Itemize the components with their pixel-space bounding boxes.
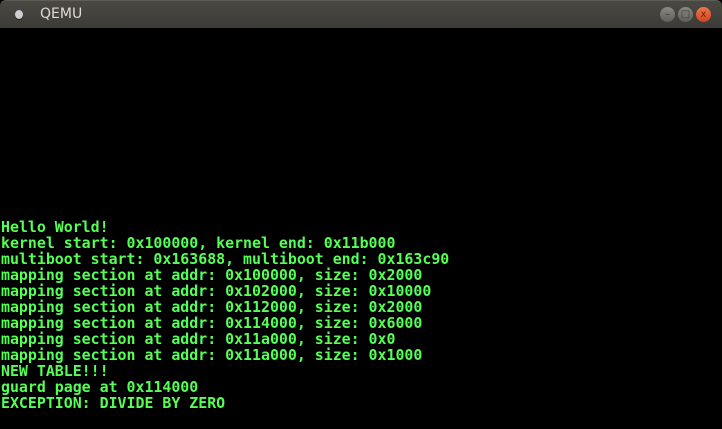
vm-display[interactable]: Hello World! kernel start: 0x100000, kern… xyxy=(0,28,722,429)
console-line: multiboot start: 0x163688, multiboot end… xyxy=(1,250,450,268)
console-output: Hello World! kernel start: 0x100000, kern… xyxy=(1,219,449,411)
console-line: mapping section at addr: 0x11a000, size:… xyxy=(1,330,396,348)
close-icon: x xyxy=(700,9,707,20)
console-line: mapping section at addr: 0x112000, size:… xyxy=(1,298,423,316)
console-line: Hello World! xyxy=(1,218,109,236)
console-line: kernel start: 0x100000, kernel end: 0x11… xyxy=(1,234,396,252)
console-line: mapping section at addr: 0x114000, size:… xyxy=(1,314,423,332)
console-line: mapping section at addr: 0x100000, size:… xyxy=(1,266,423,284)
console-line: NEW TABLE!!! xyxy=(1,362,109,380)
minimize-button[interactable]: – xyxy=(660,7,675,22)
close-button[interactable]: x xyxy=(696,7,711,22)
minimize-icon: – xyxy=(665,9,670,20)
console-line: EXCEPTION: DIVIDE BY ZERO xyxy=(1,394,226,412)
app-icon xyxy=(15,10,23,19)
title-bar[interactable]: QEMU – □ x xyxy=(0,0,722,28)
console-line: mapping section at addr: 0x11a000, size:… xyxy=(1,346,423,364)
maximize-button[interactable]: □ xyxy=(678,7,693,22)
console-line: mapping section at addr: 0x102000, size:… xyxy=(1,282,432,300)
console-line: guard page at 0x114000 xyxy=(1,378,199,396)
maximize-icon: □ xyxy=(680,9,691,20)
window-title: QEMU xyxy=(40,6,83,22)
